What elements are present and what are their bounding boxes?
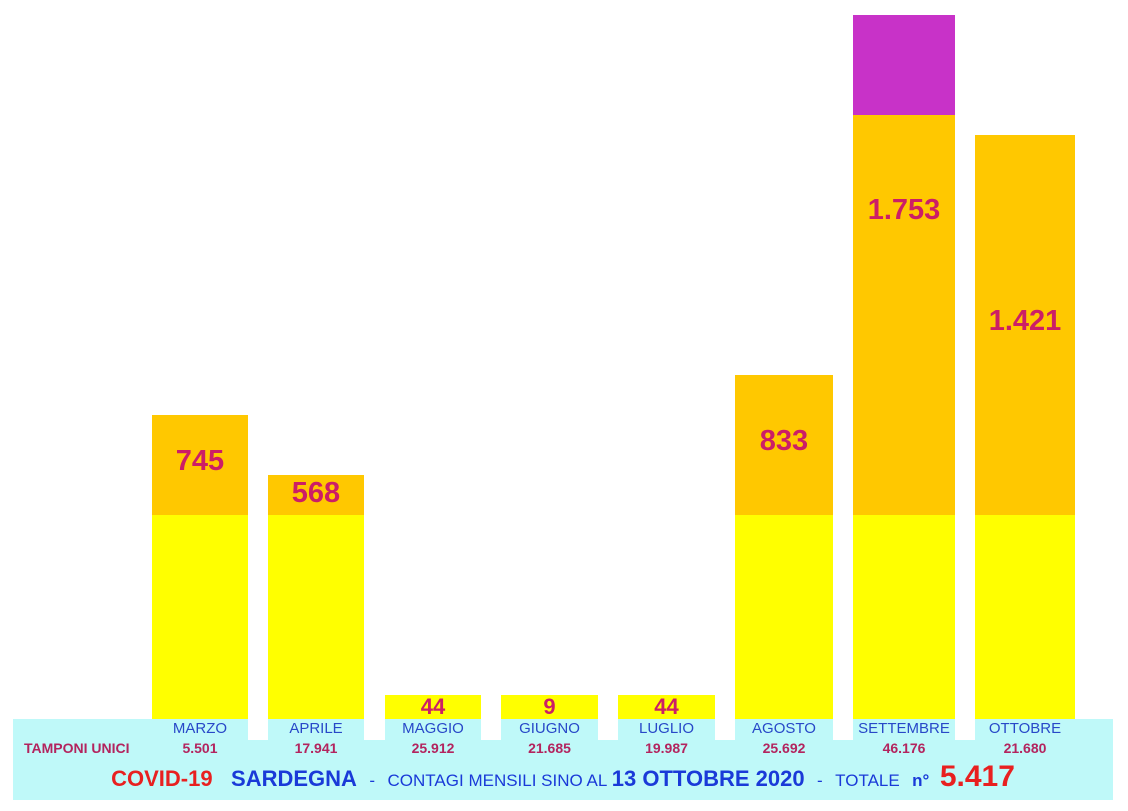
bar-ottobre: 1.421 [975,135,1075,719]
tamponi-value: 21.685 [528,740,571,756]
bar-value: 745 [175,445,225,477]
total-label: TOTALE [835,771,900,790]
bar-gap [955,719,975,740]
month-label: APRILE [289,720,343,737]
bar-value: 1.753 [867,194,941,226]
bar-giugno: 9 [501,694,598,719]
tamponi-value: 21.680 [1003,740,1047,756]
tamponi-label: TAMPONI UNICI [24,740,130,756]
title-text: CONTAGI MENSILI SINO AL [387,771,608,790]
total-value: 5.417 [939,760,1015,793]
bar-value: 44 [420,694,446,719]
tamponi-value: 25.912 [411,740,455,756]
bar-marzo: 745 [152,415,248,719]
bar-gap [833,719,853,740]
bar-gap [598,719,618,740]
bar-value: 44 [654,694,679,719]
bar-value: 9 [543,694,556,719]
month-label: MARZO [172,720,228,737]
tamponi-value: 5.501 [182,740,218,756]
bar-settembre: 1.753 [853,15,955,719]
title-covid: COVID-19 [111,766,213,791]
bar-value: 833 [759,425,809,457]
bar-gap [715,719,735,740]
month-label: GIUGNO [519,720,580,737]
bar-agosto: 833 [735,375,833,719]
legend-band [13,719,1113,800]
month-label: MAGGIO [402,720,464,737]
bar-gap [364,719,385,740]
month-label: AGOSTO [752,720,816,737]
total-n: n° [912,771,930,790]
title-separator: - [817,771,823,790]
title-separator: - [369,771,376,790]
bar-luglio: 44 [618,694,715,719]
title-date: 13 OTTOBRE 2020 [611,766,805,791]
bar-maggio: 44 [385,694,481,719]
tamponi-value: 17.941 [294,740,338,756]
bar-value: 1.421 [988,305,1062,337]
bar-aprile: 568 [268,475,364,719]
chart-title: COVID-19 SARDEGNA - CONTAGI MENSILI SINO… [13,760,1113,794]
tamponi-value: 46.176 [882,740,926,756]
title-region: SARDEGNA [231,766,357,791]
bar-gap [248,719,268,740]
month-label: LUGLIO [638,720,695,737]
month-label: OTTOBRE [988,720,1062,737]
tamponi-value: 19.987 [645,740,688,756]
bar-gap [481,719,501,740]
bar-value: 568 [291,477,341,509]
tamponi-value: 25.692 [762,740,806,756]
month-label: SETTEMBRE [858,720,950,737]
